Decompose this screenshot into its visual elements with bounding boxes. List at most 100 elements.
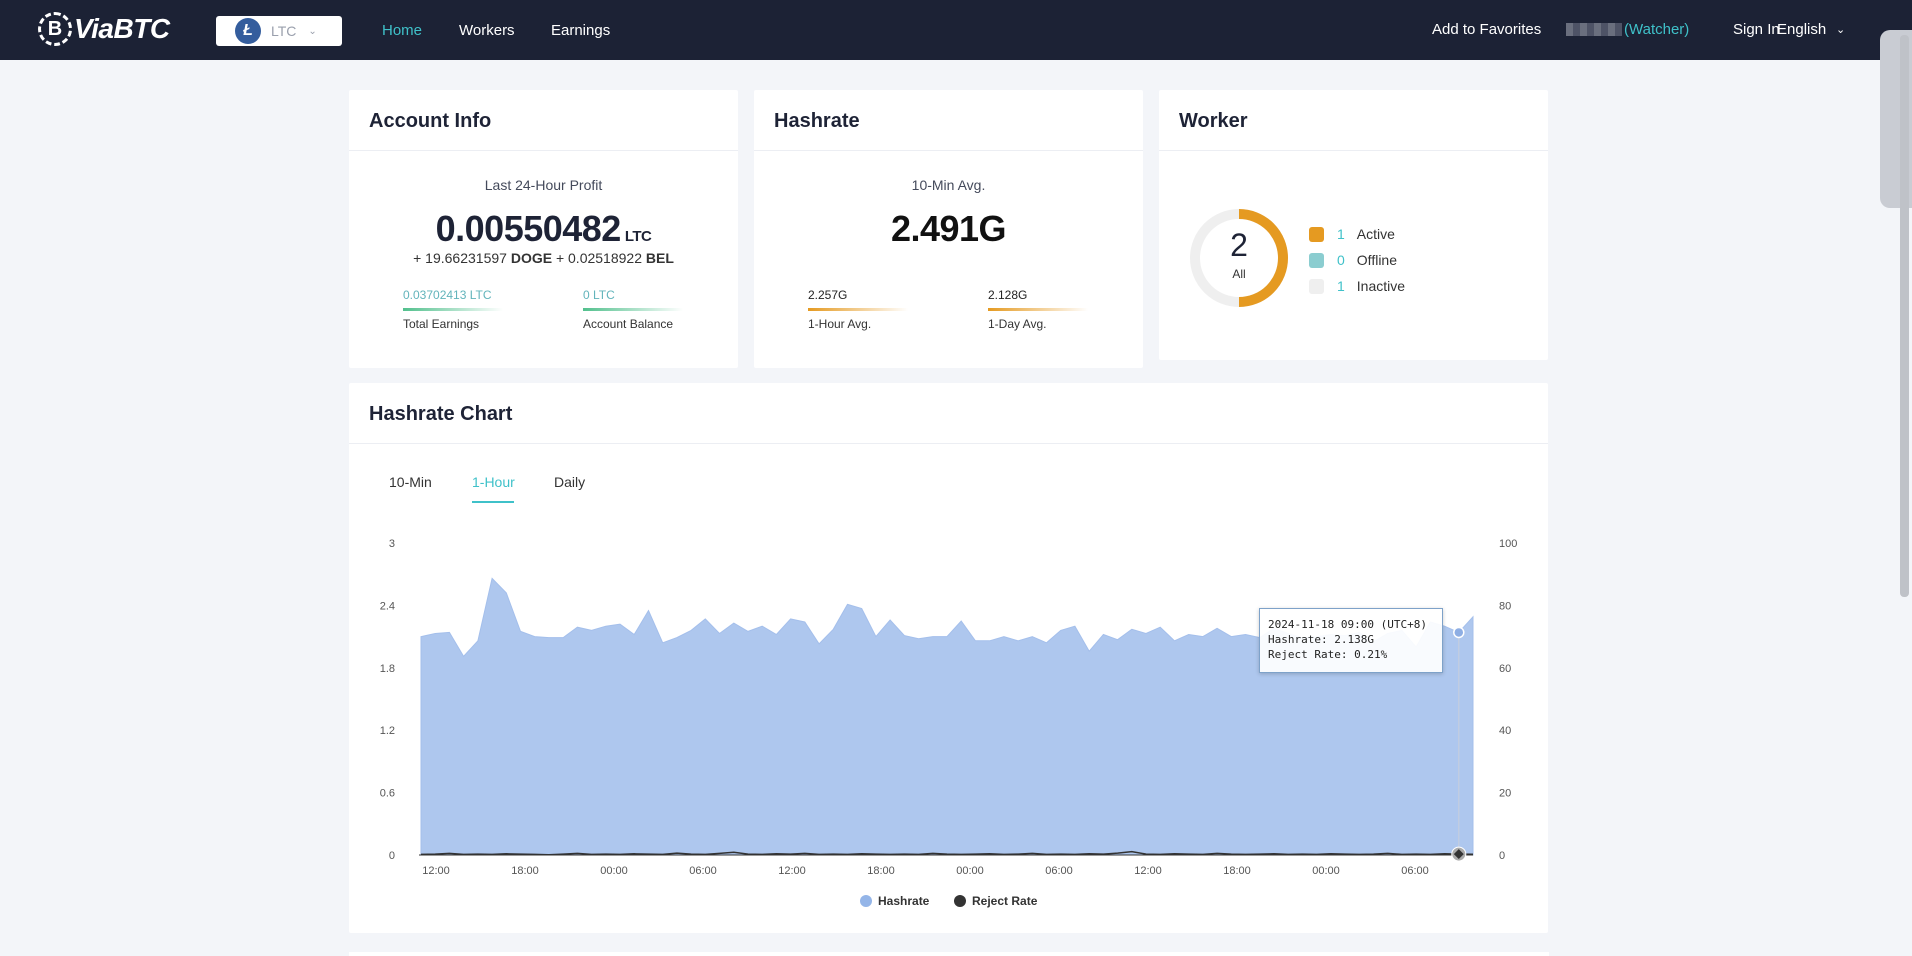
next-card-edge (349, 952, 1549, 956)
divider (754, 150, 1143, 151)
chevron-down-icon: ⌄ (1836, 24, 1846, 36)
y-right-tick-label: 100 (1499, 538, 1517, 550)
hashrate-1hour-label: 1-Hour Avg. (808, 317, 872, 331)
worker-card: Worker 2 All 1 Active 0 Offline 1 Inacti… (1159, 90, 1548, 360)
card-title: Hashrate Chart (369, 403, 513, 425)
nav-workers[interactable]: Workers (459, 22, 515, 39)
y-right-tick-label: 20 (1499, 788, 1511, 800)
nav-home[interactable]: Home (382, 22, 423, 39)
bel-amount: + 0.02518922 (555, 250, 642, 266)
reject-legend-dot (954, 895, 966, 907)
sign-in-link[interactable]: Sign In (1733, 21, 1780, 38)
account-balance-label: Account Balance (583, 317, 674, 331)
x-tick-label: 00:00 (600, 865, 628, 877)
y-left-tick-label: 1.2 (380, 725, 395, 737)
x-tick-label: 12:00 (778, 865, 806, 877)
reject-rate-line-series (420, 850, 1474, 856)
hashrate-legend-label: Hashrate (878, 894, 930, 908)
y-left-tick-label: 0.6 (380, 788, 395, 800)
y-right-tick-label: 40 (1499, 725, 1511, 737)
account-balance-stat[interactable]: 0 LTC Account Balance (583, 288, 683, 331)
hashrate-1day-label: 1-Day Avg. (988, 317, 1047, 331)
active-color-swatch (1309, 226, 1324, 242)
account-balance-value: 0 LTC (583, 288, 615, 302)
stat-bar (583, 308, 683, 311)
worker-legend-active[interactable]: 1 Active (1309, 226, 1395, 242)
hashrate-1day-value: 2.128G (988, 288, 1028, 302)
y-right-tick-label: 0 (1499, 850, 1505, 862)
worker-total: 2 (1230, 227, 1248, 263)
inactive-color-swatch (1309, 278, 1324, 294)
masked-account-name (1566, 23, 1622, 36)
y-left-tick-label: 1.8 (380, 663, 395, 675)
watcher-label[interactable]: (Watcher) (1624, 21, 1690, 38)
doge-unit: DOGE (510, 250, 553, 266)
profit-unit: LTC (624, 228, 652, 245)
legend-hashrate[interactable]: Hashrate (860, 894, 929, 908)
y-left-tick-label: 2.4 (380, 600, 395, 612)
active-label: Active (1356, 226, 1395, 242)
legend-reject-rate[interactable]: Reject Rate (954, 894, 1037, 908)
hashrate-unit: G (978, 208, 1007, 249)
divider (349, 150, 738, 151)
y-right-tick-label: 60 (1499, 663, 1511, 675)
hashrate-hover-point (1453, 626, 1465, 639)
x-tick-label: 00:00 (1312, 865, 1340, 877)
hashrate-number: 2.491 (890, 208, 979, 249)
add-to-favorites-link[interactable]: Add to Favorites (1432, 21, 1542, 38)
card-title: Hashrate (774, 110, 860, 132)
divider (1159, 150, 1548, 151)
worker-legend-offline[interactable]: 0 Offline (1309, 252, 1397, 268)
hashrate-10min-label: 10-Min Avg. (911, 177, 986, 193)
card-title: Account Info (369, 110, 492, 132)
hashrate-1hour-stat: 2.257G 1-Hour Avg. (808, 288, 908, 331)
hashrate-10min-value: 2.491G (754, 208, 1143, 250)
inactive-count: 1 (1337, 278, 1345, 294)
profit-label: Last 24-Hour Profit (484, 177, 603, 193)
stat-bar (403, 308, 503, 311)
worker-total-label: All (1232, 267, 1246, 281)
chart-tooltip: 2024-11-18 09:00 (UTC+8) Hashrate: 2.138… (1259, 608, 1443, 673)
logo-mark: B (38, 12, 72, 46)
coin-selector[interactable]: Ł LTC ⌄ (216, 16, 342, 46)
doge-amount: + 19.66231597 (413, 250, 507, 266)
y-left-tick-label: 3 (389, 538, 395, 550)
page-scrollbar[interactable] (1900, 35, 1909, 597)
y-left-tick-label: 0 (389, 850, 395, 862)
bel-unit: BEL (645, 250, 674, 266)
x-tick-label: 12:00 (1134, 865, 1162, 877)
top-navigation-bar: B ViaBTC Ł LTC ⌄ Home Workers Earnings A… (0, 0, 1912, 60)
tab-10-min[interactable]: 10-Min (389, 474, 432, 490)
tooltip-time: 2024-11-18 09:00 (UTC+8) (1268, 618, 1427, 631)
x-tick-label: 18:00 (1223, 865, 1251, 877)
viabtc-logo[interactable]: B ViaBTC (38, 12, 170, 46)
total-earnings-value: 0.03702413 LTC (403, 288, 492, 302)
divider (349, 443, 1548, 444)
inactive-label: Inactive (1356, 278, 1406, 294)
x-tick-label: 06:00 (1045, 865, 1073, 877)
litecoin-icon: Ł (235, 18, 261, 44)
tab-daily[interactable]: Daily (554, 474, 586, 490)
total-earnings-stat[interactable]: 0.03702413 LTC Total Earnings (403, 288, 503, 331)
x-tick-label: 00:00 (956, 865, 984, 877)
active-tab-indicator (472, 501, 514, 503)
reject-legend-label: Reject Rate (972, 894, 1038, 908)
language-selector[interactable]: English (1777, 21, 1827, 38)
donut-active-segment (1238, 209, 1288, 307)
x-tick-label: 12:00 (422, 865, 450, 877)
card-title: Worker (1179, 110, 1248, 132)
stat-bar (808, 308, 908, 311)
offline-count: 0 (1337, 252, 1345, 268)
nav-earnings[interactable]: Earnings (551, 22, 611, 39)
tooltip-hashrate: Hashrate: 2.138G (1268, 633, 1374, 646)
y-right-tick-label: 80 (1499, 600, 1511, 612)
offline-color-swatch (1309, 252, 1324, 268)
tab-1-hour[interactable]: 1-Hour (472, 474, 515, 490)
worker-legend-inactive[interactable]: 1 Inactive (1309, 278, 1405, 294)
x-tick-label: 06:00 (1401, 865, 1429, 877)
hashrate-legend-dot (860, 895, 872, 907)
active-count: 1 (1337, 226, 1345, 242)
worker-donut-chart (1190, 209, 1288, 307)
hashrate-1day-stat: 2.128G 1-Day Avg. (988, 288, 1088, 331)
